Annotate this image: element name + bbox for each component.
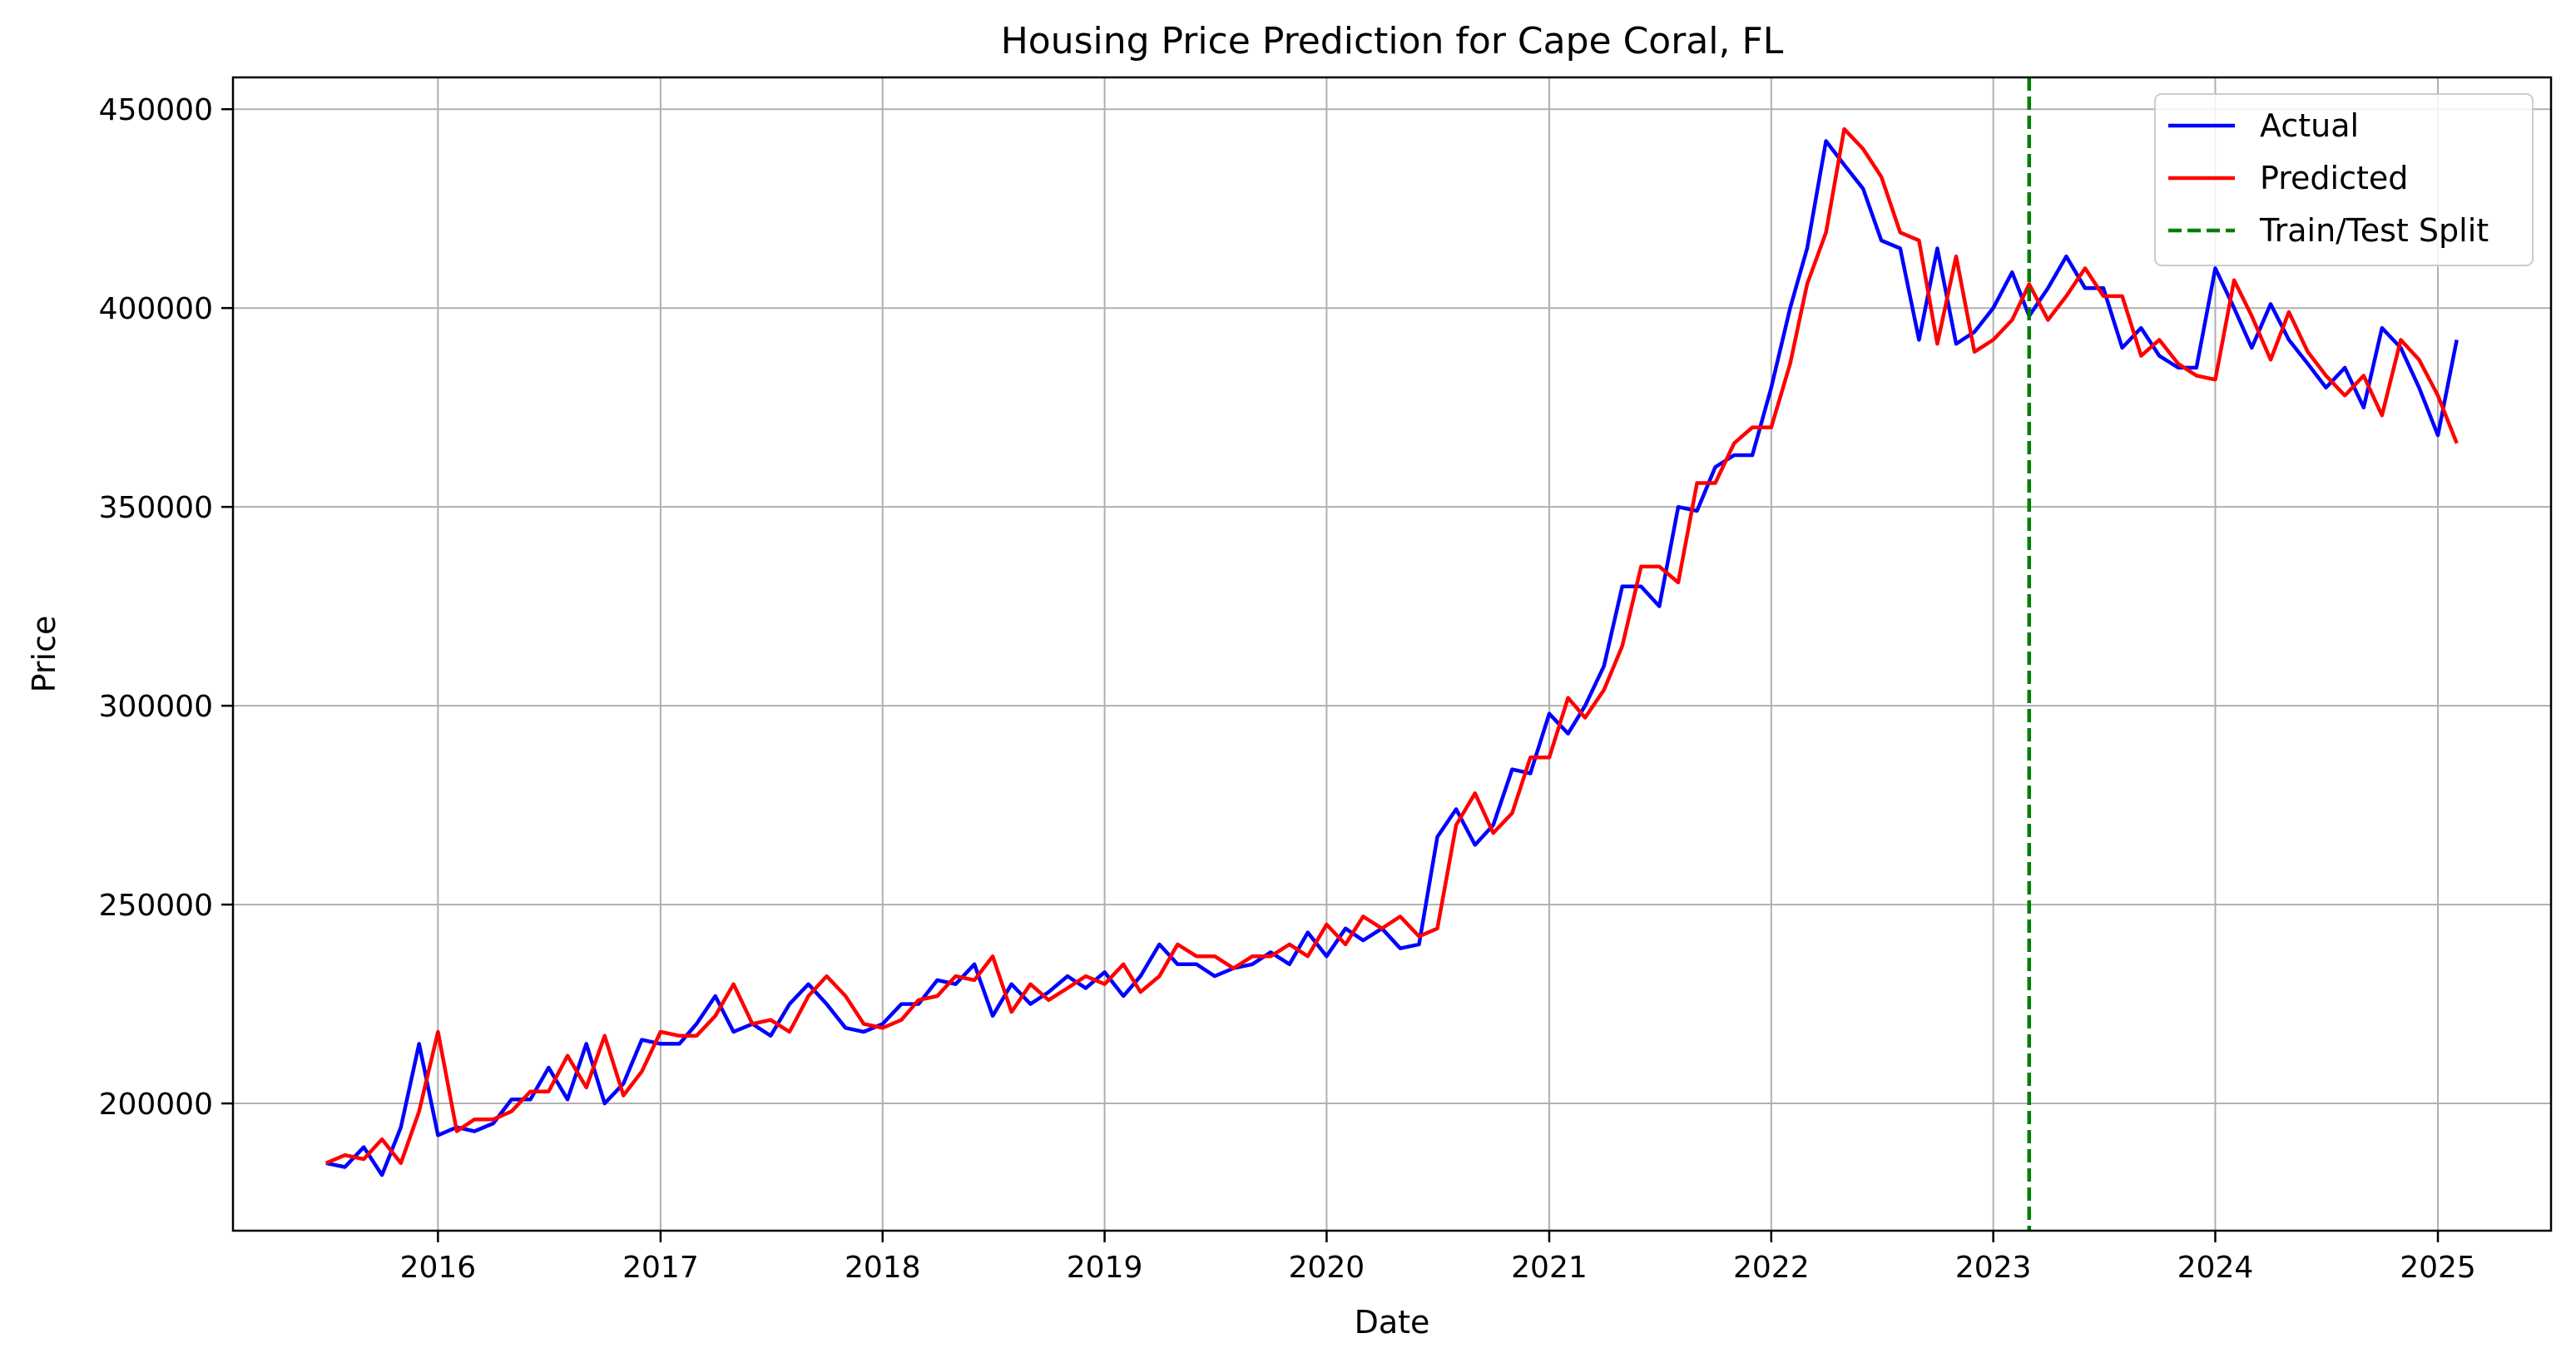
chart-title: Housing Price Prediction for Cape Coral,…: [1001, 20, 1784, 62]
y-axis-label: Price: [26, 616, 62, 693]
x-tick-label: 2016: [400, 1251, 477, 1285]
series-line-predicted: [324, 126, 2459, 1166]
x-tick-label: 2022: [1733, 1251, 1810, 1285]
legend-label: Actual: [2260, 107, 2359, 144]
x-tick-label: 2019: [1067, 1251, 1143, 1285]
x-tick-label: 2021: [1511, 1251, 1588, 1285]
x-tick-label: 2024: [2177, 1251, 2254, 1285]
x-tick-label: 2018: [845, 1251, 921, 1285]
plot-frame: [231, 76, 2553, 1232]
x-axis-ticks: 2016 2017 2018 2019 2020 2021 2022 2023 2024 2025: [400, 1231, 2476, 1285]
y-tick-label: 350000: [99, 491, 213, 525]
legend-label: Train/Test Split: [2259, 212, 2489, 249]
y-tick-label: 200000: [99, 1088, 213, 1122]
legend-label: Predicted: [2260, 160, 2408, 196]
x-tick-label: 2017: [622, 1251, 699, 1285]
y-tick-label: 450000: [99, 93, 213, 127]
x-tick-label: 2023: [1955, 1251, 2032, 1285]
x-axis-label: Date: [1355, 1304, 1430, 1341]
data-series: [324, 77, 2459, 1231]
legend-box: [2154, 93, 2534, 266]
x-tick-label: 2025: [2400, 1251, 2476, 1285]
x-tick-label: 2020: [1289, 1251, 1365, 1285]
y-tick-label: 300000: [99, 690, 213, 724]
y-axis-ticks: 200000 250000 300000 350000 400000 450000: [99, 93, 233, 1122]
y-tick-label: 400000: [99, 292, 213, 326]
y-tick-label: 250000: [99, 889, 213, 923]
legend: Actual Predicted Train/Test Split: [2154, 93, 2534, 266]
